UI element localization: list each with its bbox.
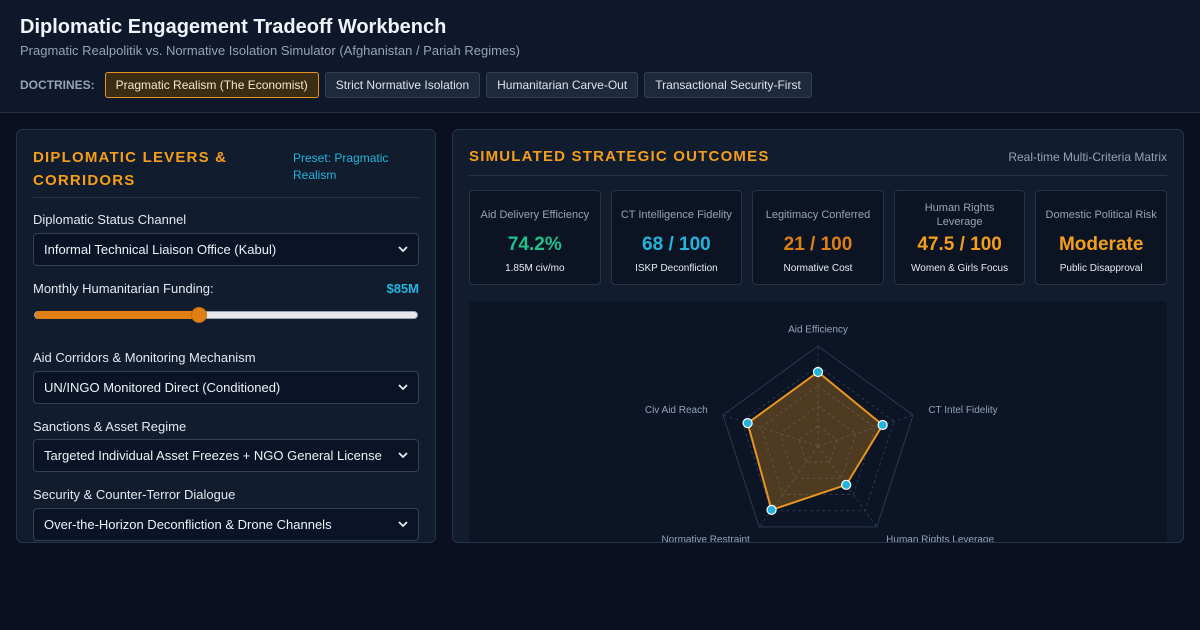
doctrine-button-strict-isolation[interactable]: Strict Normative Isolation bbox=[324, 72, 481, 98]
funding-slider-thumb[interactable] bbox=[191, 307, 208, 323]
metric-value: 21 / 100 bbox=[783, 234, 853, 255]
metric-value: Moderate bbox=[1058, 234, 1144, 255]
metric-label: CT Intelligence Fidelity bbox=[620, 209, 732, 221]
funding-slider-track[interactable] bbox=[34, 311, 418, 319]
app-header: Diplomatic Engagement Tradeoff Workbench… bbox=[0, 0, 1200, 113]
metric-sub: ISKP Deconfliction bbox=[635, 263, 718, 274]
funding-slider-fill bbox=[35, 311, 201, 319]
outcomes-title: Simulated Strategic Outcomes bbox=[469, 148, 770, 165]
metric-value: 47.5 / 100 bbox=[917, 234, 1002, 255]
radar-grid-ring bbox=[798, 425, 838, 463]
metric-label: Domestic Political Risk bbox=[1045, 209, 1157, 221]
metric-sub: Public Disapproval bbox=[1059, 263, 1143, 274]
sanctions-value: Targeted Individual Asset Freezes + NGO … bbox=[44, 448, 382, 463]
app-title: Diplomatic Engagement Tradeoff Workbench bbox=[20, 16, 447, 38]
doctrine-bar: DOCTRINES: Pragmatic Realism (The Econom… bbox=[20, 72, 812, 98]
metric-card-ct-intel: CT Intelligence Fidelity 68 / 100 ISKP D… bbox=[610, 190, 743, 285]
radar-axis-label: Human Rights Leverage bbox=[886, 534, 994, 543]
radar-data-point bbox=[841, 479, 852, 490]
radar-spoke bbox=[758, 445, 819, 528]
metric-value: 68 / 100 bbox=[642, 234, 711, 255]
status-channel-value: Informal Technical Liaison Office (Kabul… bbox=[44, 242, 277, 257]
radar-axis-label: Normative Restraint bbox=[661, 534, 750, 543]
metric-label: Aid Delivery Efficiency bbox=[480, 209, 590, 221]
preset-label: Preset: Pragmatic Realism bbox=[293, 151, 389, 182]
corridors-value: UN/INGO Monitored Direct (Conditioned) bbox=[44, 380, 281, 395]
sanctions-label: Sanctions & Asset Regime bbox=[33, 419, 187, 434]
metric-sub: Women & Girls Focus bbox=[911, 263, 1009, 274]
radar-data-point bbox=[742, 418, 753, 429]
metric-card-aid-efficiency: Aid Delivery Efficiency 74.2% 1.85M civ/… bbox=[469, 190, 601, 285]
metric-card-political-risk: Domestic Political Risk Moderate Public … bbox=[1035, 190, 1167, 285]
doctrine-button-security-first[interactable]: Transactional Security-First bbox=[644, 72, 812, 98]
doctrine-button-humanitarian-carve-out[interactable]: Humanitarian Carve-Out bbox=[486, 72, 639, 98]
app-subtitle: Pragmatic Realpolitik vs. Normative Isol… bbox=[20, 43, 520, 58]
metric-sub: 1.85M civ/mo bbox=[505, 263, 565, 274]
radar-data-point bbox=[877, 419, 888, 431]
radar-grid-ring bbox=[722, 345, 914, 528]
corridors-select[interactable]: UN/INGO Monitored Direct (Conditioned) bbox=[33, 371, 419, 404]
radar-axis-label: Civ Aid Reach bbox=[645, 405, 708, 416]
chevron-down-icon bbox=[398, 521, 408, 528]
metric-label: Legitimacy Conferred bbox=[765, 209, 871, 221]
levers-panel: Diplomatic Levers & Corridors Preset: Pr… bbox=[16, 129, 436, 543]
doctrines-label: DOCTRINES: bbox=[20, 78, 95, 92]
radar-spoke bbox=[817, 414, 914, 447]
radar-axis-label: Aid Efficiency bbox=[788, 325, 848, 336]
security-label: Security & Counter-Terror Dialogue bbox=[33, 487, 236, 502]
radar-spoke bbox=[722, 414, 819, 447]
metric-value: 74.2% bbox=[507, 234, 562, 255]
outcomes-header: Simulated Strategic Outcomes Real-time M… bbox=[469, 146, 1167, 176]
radar-grid-ring bbox=[741, 365, 895, 512]
radar-axis-label: CT Intel Fidelity bbox=[928, 405, 997, 416]
status-channel-select[interactable]: Informal Technical Liaison Office (Kabul… bbox=[33, 233, 419, 266]
matrix-tag: Real-time Multi-Criteria Matrix bbox=[1008, 150, 1167, 164]
radar-chart: Aid Efficiency CT Intel Fidelity Human Rig… bbox=[645, 325, 998, 543]
security-value: Over-the-Horizon Deconfliction & Drone C… bbox=[44, 517, 332, 532]
chevron-down-icon bbox=[398, 384, 408, 391]
sanctions-select[interactable]: Targeted Individual Asset Freezes + NGO … bbox=[33, 439, 419, 472]
doctrine-button-pragmatic-realism[interactable]: Pragmatic Realism (The Economist) bbox=[104, 72, 319, 98]
metric-card-legitimacy: Legitimacy Conferred 21 / 100 Normative … bbox=[752, 190, 884, 285]
chevron-down-icon bbox=[398, 246, 408, 253]
metric-card-human-rights: Human Rights Leverage 47.5 / 100 Women &… bbox=[893, 190, 1026, 285]
outcomes-panel: Simulated Strategic Outcomes Real-time M… bbox=[452, 129, 1184, 543]
funding-value: $85M bbox=[386, 281, 419, 296]
radar-data-point bbox=[812, 366, 824, 378]
levers-header: Diplomatic Levers & Corridors Preset: Pr… bbox=[33, 146, 419, 198]
status-channel-label: Diplomatic Status Channel bbox=[33, 212, 187, 227]
corridors-label: Aid Corridors & Monitoring Mechanism bbox=[33, 350, 256, 365]
levers-title: Diplomatic Levers & Corridors bbox=[33, 149, 228, 189]
radar-data-point bbox=[766, 504, 777, 516]
chevron-down-icon bbox=[398, 452, 408, 459]
metric-label: Human Rights Leverage bbox=[924, 202, 995, 228]
radar-chart-area: Aid Efficiency CT Intel Fidelity Human Rig… bbox=[469, 301, 1167, 543]
security-select[interactable]: Over-the-Horizon Deconfliction & Drone C… bbox=[33, 508, 419, 541]
radar-data-area bbox=[746, 370, 884, 512]
metric-sub: Normative Cost bbox=[783, 263, 853, 274]
metric-cards: Aid Delivery Efficiency 74.2% 1.85M civ/… bbox=[469, 190, 1167, 285]
funding-label: Monthly Humanitarian Funding: bbox=[33, 281, 214, 296]
